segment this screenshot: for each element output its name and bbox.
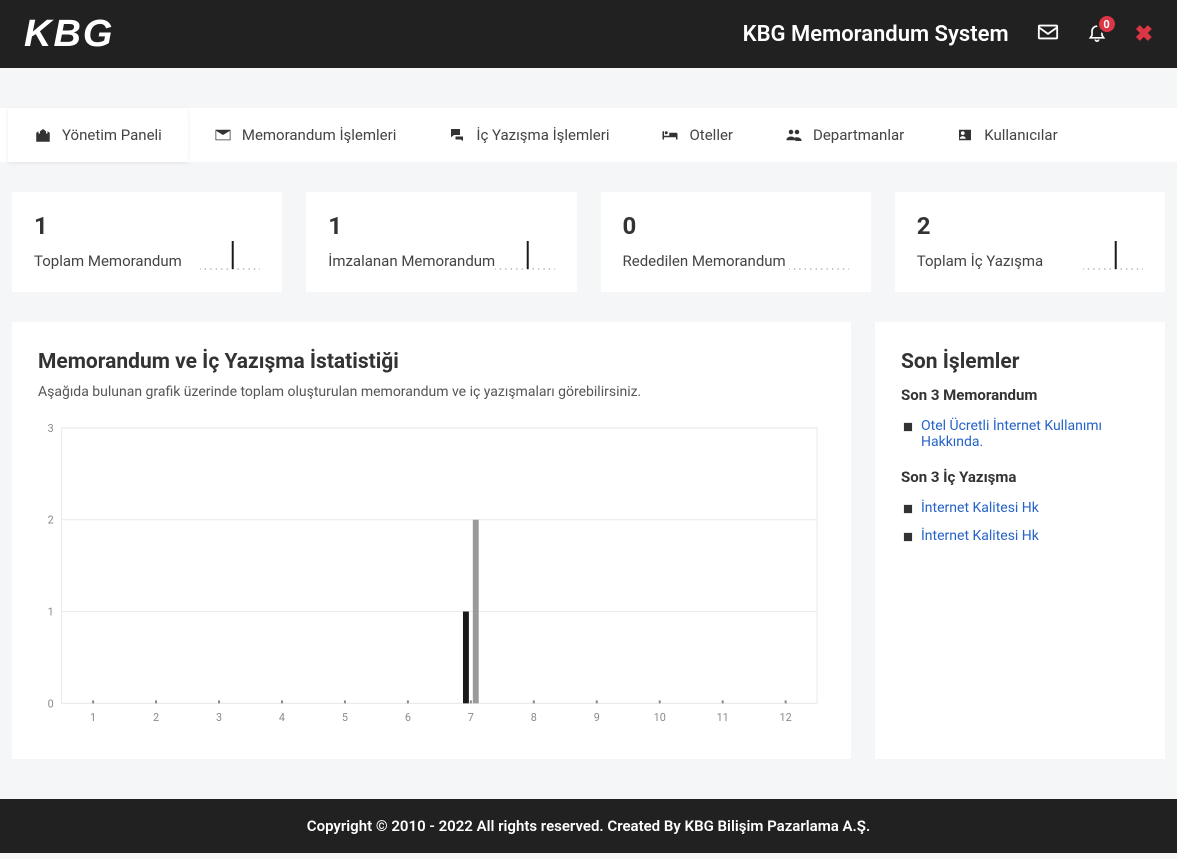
stat-value: 0 — [623, 212, 849, 240]
nav-item-envelope[interactable]: Memorandum İşlemleri — [188, 108, 423, 162]
stat-value: 2 — [917, 212, 1143, 240]
notification-badge: 0 — [1097, 14, 1117, 34]
main-nav: Yönetim Paneli Memorandum İşlemleri İç Yaz… — [0, 108, 1177, 162]
svg-text:5: 5 — [342, 711, 348, 724]
recent-link[interactable]: İnternet Kalitesi Hk — [901, 500, 1139, 516]
external-link-icon — [901, 420, 915, 434]
nav-item-bed[interactable]: Oteller — [635, 108, 759, 162]
svg-text:1: 1 — [90, 711, 96, 724]
sparkline — [200, 238, 260, 270]
sparkline — [495, 238, 555, 270]
svg-text:10: 10 — [654, 711, 666, 724]
sparkline — [1083, 238, 1143, 270]
chart-subtitle: Aşağıda bulunan grafik üzerinde toplam o… — [38, 384, 825, 400]
link-text: Otel Ücretli İnternet Kullanımı Hakkında… — [921, 418, 1139, 450]
chart-panel: Memorandum ve İç Yazışma İstatistiği Aşa… — [12, 322, 851, 759]
svg-text:6: 6 — [405, 711, 411, 724]
nav-item-user-card[interactable]: Kullanıcılar — [930, 108, 1083, 162]
recent-link[interactable]: Otel Ücretli İnternet Kullanımı Hakkında… — [901, 418, 1139, 450]
mail-icon[interactable] — [1037, 21, 1059, 47]
notifications-icon[interactable]: 0 — [1087, 22, 1107, 46]
svg-text:7: 7 — [468, 711, 474, 724]
nav-label: Memorandum İşlemleri — [242, 126, 397, 144]
svg-text:9: 9 — [594, 711, 600, 724]
nav-label: Kullanıcılar — [984, 126, 1057, 144]
close-icon[interactable]: ✖ — [1135, 22, 1153, 47]
stats-chart: 0123123456789101112 — [38, 422, 825, 727]
stats-row: 1 Toplam Memorandum 1 İmzalanan Memorand… — [0, 162, 1177, 292]
header-bar: KBG KBG Memorandum System 0 ✖ — [0, 0, 1177, 68]
chart-title: Memorandum ve İç Yazışma İstatistiği — [38, 350, 825, 374]
footer: Copyright © 2010 - 2022 All rights reser… — [0, 799, 1177, 853]
link-text: İnternet Kalitesi Hk — [921, 528, 1039, 544]
side-section-heading: Son 3 İç Yazışma — [901, 468, 1139, 486]
nav-label: Oteller — [689, 126, 733, 144]
nav-item-users[interactable]: Departmanlar — [759, 108, 930, 162]
stat-value: 1 — [328, 212, 554, 240]
svg-text:0: 0 — [48, 697, 54, 710]
svg-text:3: 3 — [216, 711, 222, 724]
stat-value: 1 — [34, 212, 260, 240]
stat-card: 1 Toplam Memorandum — [12, 192, 282, 292]
svg-text:4: 4 — [279, 711, 285, 724]
svg-text:11: 11 — [717, 711, 729, 724]
svg-text:2: 2 — [48, 514, 54, 527]
svg-text:3: 3 — [48, 422, 54, 435]
side-section-heading: Son 3 Memorandum — [901, 386, 1139, 404]
logo: KBG — [24, 13, 114, 56]
stat-card: 2 Toplam İç Yazışma — [895, 192, 1165, 292]
header-title: KBG Memorandum System — [743, 22, 1009, 47]
sparkline — [789, 238, 849, 270]
recent-panel: Son İşlemler Son 3 Memorandum Otel Ücretl… — [875, 322, 1165, 759]
nav-label: Departmanlar — [813, 126, 904, 144]
svg-text:8: 8 — [531, 711, 537, 724]
nav-item-comments[interactable]: İç Yazışma İşlemleri — [422, 108, 635, 162]
nav-item-castle[interactable]: Yönetim Paneli — [8, 108, 188, 162]
external-link-icon — [901, 530, 915, 544]
svg-text:2: 2 — [153, 711, 159, 724]
nav-label: İç Yazışma İşlemleri — [476, 126, 609, 144]
link-text: İnternet Kalitesi Hk — [921, 500, 1039, 516]
recent-link[interactable]: İnternet Kalitesi Hk — [901, 528, 1139, 544]
svg-text:1: 1 — [48, 605, 54, 618]
stat-card: 0 Rededilen Memorandum — [601, 192, 871, 292]
external-link-icon — [901, 502, 915, 516]
svg-text:12: 12 — [780, 711, 792, 724]
recent-title: Son İşlemler — [901, 350, 1139, 374]
nav-label: Yönetim Paneli — [62, 126, 162, 144]
stat-card: 1 İmzalanan Memorandum — [306, 192, 576, 292]
